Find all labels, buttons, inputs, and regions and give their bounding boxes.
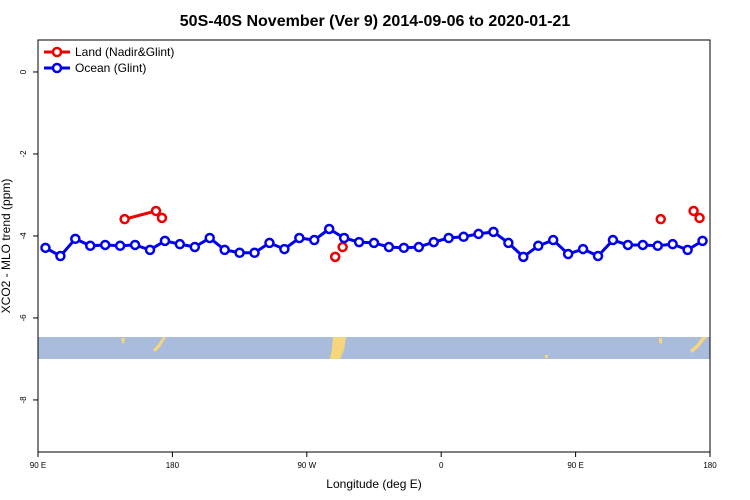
point: [368, 237, 380, 249]
land-patch: [690, 337, 707, 353]
map-band: [38, 337, 710, 359]
point: [204, 232, 215, 244]
point: [667, 238, 678, 250]
chart-title: 50S-40S November (Ver 9) 2014-09-06 to 2…: [180, 13, 571, 30]
y-tick-label: -4: [19, 232, 28, 240]
point: [55, 250, 66, 262]
x-tick-label: 180: [703, 461, 717, 470]
legend-marker: [51, 62, 63, 74]
x-axis-label: Longitude (deg E): [326, 477, 421, 491]
y-tick-label: -6: [19, 314, 28, 322]
point: [40, 242, 51, 254]
point: [577, 243, 589, 255]
point: [503, 237, 514, 249]
land-patch: [121, 338, 125, 344]
point: [413, 241, 425, 253]
x-tick-label: 90 E: [30, 461, 46, 470]
point: [174, 238, 186, 250]
point: [562, 248, 574, 260]
point: [159, 235, 171, 247]
point: [488, 226, 499, 238]
point: [85, 240, 96, 252]
point: [398, 242, 410, 254]
y-tick-label: -8: [19, 396, 28, 404]
point: [189, 241, 201, 253]
point: [70, 233, 81, 245]
point: [129, 239, 141, 251]
point: [234, 247, 245, 259]
point: [329, 251, 341, 263]
land-patch: [659, 338, 662, 344]
point: [443, 232, 454, 244]
legend-marker: [51, 46, 63, 58]
point: [249, 247, 260, 259]
ocean-band: [38, 337, 710, 359]
point: [353, 236, 365, 248]
point: [150, 205, 162, 217]
y-tick-label: -2: [19, 150, 28, 158]
point: [533, 240, 544, 252]
point: [458, 231, 469, 243]
point: [338, 232, 350, 244]
point: [637, 239, 649, 251]
x-tick-label: 0: [439, 461, 444, 470]
y-tick-label: 0: [19, 69, 28, 74]
point: [697, 235, 708, 247]
point: [114, 240, 126, 252]
point: [622, 239, 634, 251]
point: [428, 236, 439, 248]
point: [294, 232, 305, 244]
point: [607, 234, 619, 246]
point: [694, 212, 705, 224]
point: [309, 234, 320, 246]
point: [323, 223, 335, 235]
point: [337, 241, 348, 253]
y-axis-label: XCO2 - MLO trend (ppm): [0, 179, 13, 314]
land-patch: [545, 355, 548, 358]
land-patch: [153, 337, 166, 352]
plot-frame: [37, 39, 711, 453]
point: [682, 244, 693, 256]
point: [592, 250, 604, 262]
point: [156, 212, 168, 224]
x-tick-label: 180: [166, 461, 180, 470]
legend-label: Land (Nadir&Glint): [75, 45, 174, 59]
x-tick-label: 90 E: [567, 461, 583, 470]
point: [383, 241, 395, 253]
point: [473, 228, 484, 240]
land-patch: [330, 337, 346, 359]
legend-label: Ocean (Glint): [75, 61, 146, 75]
point: [119, 213, 130, 225]
point: [99, 239, 111, 251]
point: [688, 205, 699, 217]
point: [652, 240, 663, 252]
x-tick-label: 90 W: [297, 461, 316, 470]
point: [219, 244, 230, 256]
point: [547, 234, 559, 246]
point: [144, 244, 156, 256]
point: [279, 243, 290, 255]
point: [518, 251, 529, 263]
point: [655, 213, 666, 225]
point: [264, 237, 275, 249]
